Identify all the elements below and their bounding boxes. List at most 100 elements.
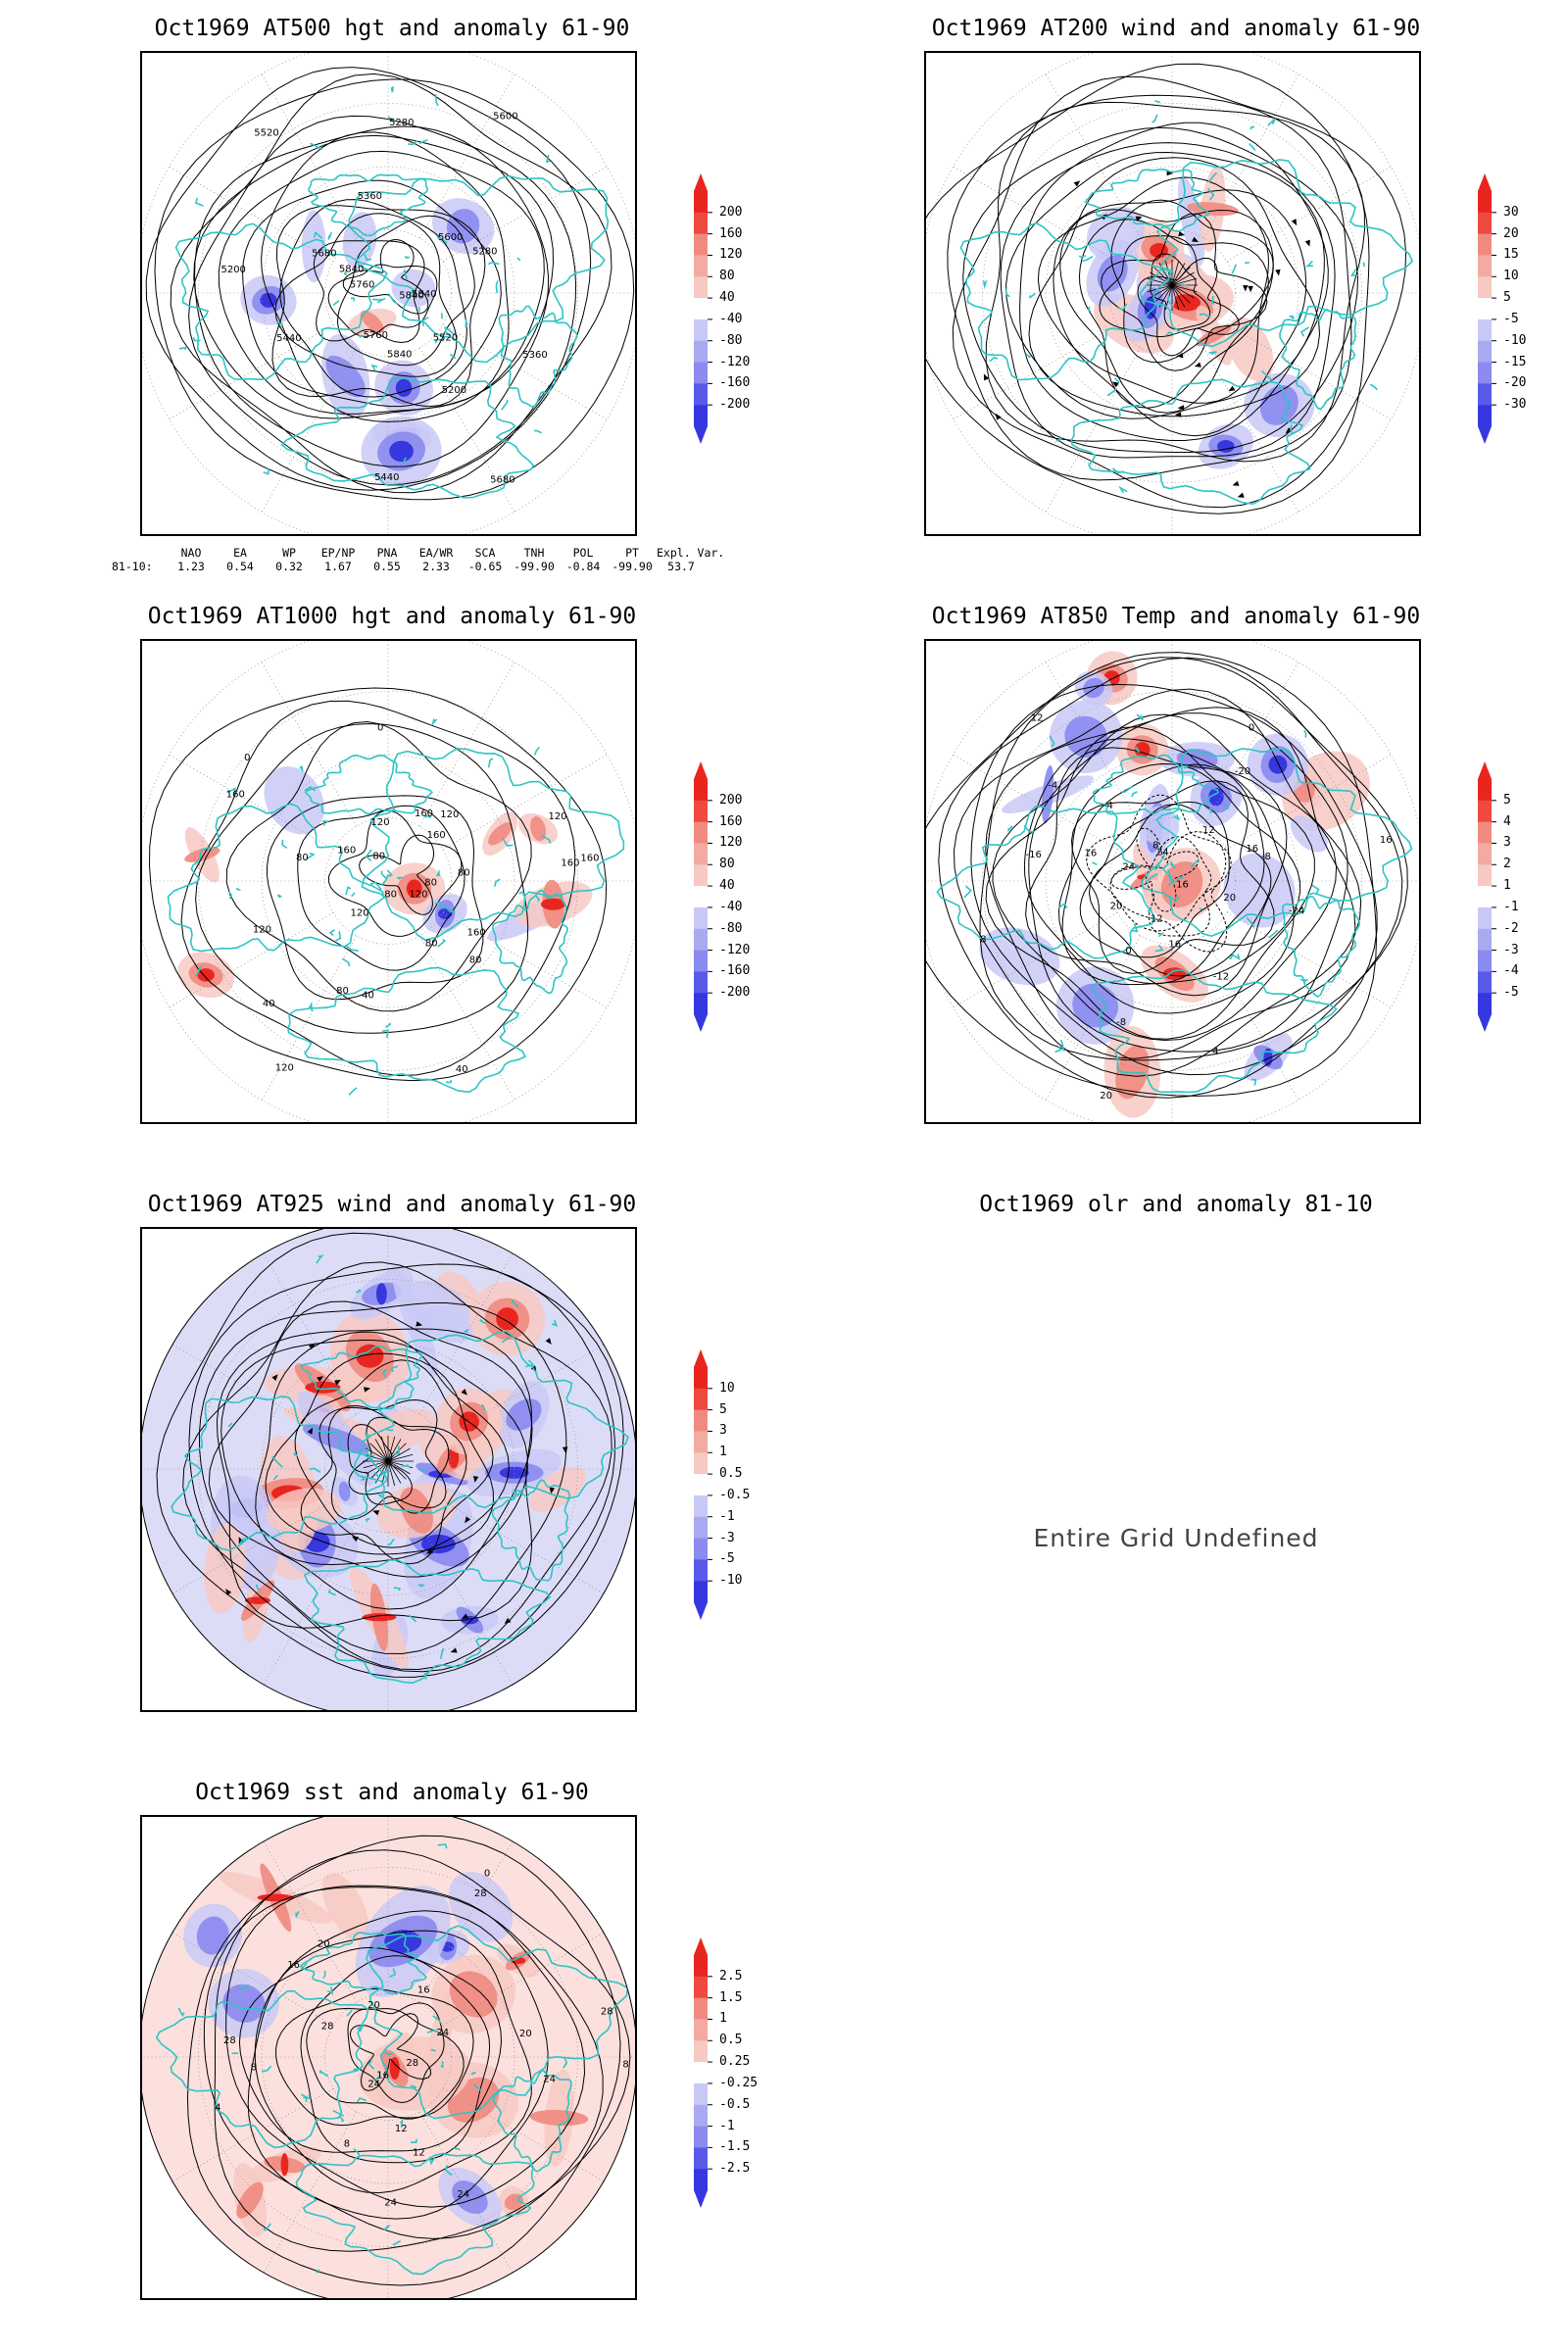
coastlines (959, 100, 1414, 506)
coastline (308, 173, 429, 237)
colorbar-swatch (1478, 318, 1492, 342)
streamline-arrow (1248, 285, 1253, 293)
contour-label: 16 (1085, 848, 1098, 858)
meridian (169, 754, 334, 851)
colorbar-label: 30 (1503, 204, 1519, 220)
contour-line (1057, 763, 1265, 985)
coastline-detail (982, 280, 988, 290)
coastline-detail (472, 2083, 482, 2091)
coastline-detail (1223, 803, 1230, 810)
meridian (169, 1342, 334, 1439)
colorbar-label: 200 (719, 792, 743, 808)
coastline-detail (445, 1079, 453, 1084)
colorbar-label: 2 (1503, 857, 1511, 872)
colorbar-swatch (694, 191, 708, 214)
coastline-detail (1114, 377, 1120, 383)
contour-label: 160 (427, 830, 446, 841)
coastline-detail (418, 1468, 425, 1473)
map-frame: 28 24 28 16 12 8 20 24 24 4 0 8 16 20 24 12 8 16 20 24 28 28 2… (140, 1815, 637, 2300)
contour-label: 28 (406, 2058, 418, 2069)
colorbar: 2.5 1.5 1 0.5 0.25 -0.25 -0.5 -1 -1.5 -2.5 (686, 1936, 813, 2210)
negative-anomaly-shade (1223, 853, 1296, 928)
coastline-detail (511, 1298, 519, 1309)
pole-streamline (366, 1447, 389, 1462)
colorbar-label: -200 (719, 985, 751, 1001)
contour-label: 20 (1100, 1091, 1112, 1102)
colorbar-swatch (694, 212, 708, 235)
contour-line (218, 150, 545, 415)
index-header: EA/WR (418, 546, 454, 560)
colorbar-top-arrow (1478, 761, 1492, 779)
coastline-detail (369, 881, 382, 891)
coastline-detail (350, 297, 356, 302)
coastline-detail (384, 2051, 394, 2056)
coastline (492, 2070, 572, 2173)
contour-label: -8 (1116, 1017, 1126, 1028)
contour-line (318, 1398, 447, 1521)
pole-streamline (387, 1460, 407, 1480)
meridian (1202, 935, 1299, 1101)
positive-anomaly-peak (496, 1307, 518, 1331)
streamline-arrow (1073, 180, 1081, 187)
index-header: EA (233, 546, 247, 560)
contour-label: 80 (372, 851, 385, 861)
coastline-detail (300, 1962, 310, 1972)
map-content (142, 1229, 635, 1710)
colorbar-swatch (694, 276, 708, 299)
coastline-detail (304, 785, 317, 792)
coastline (491, 889, 568, 995)
coastline-detail (400, 2118, 404, 2129)
contour-line (313, 240, 425, 344)
streamline-arrow (562, 1446, 568, 1453)
coastline-detail (1004, 288, 1010, 298)
meridian (418, 2111, 515, 2277)
negative-anomaly-peak (437, 907, 453, 919)
coastline-detail (1369, 383, 1378, 391)
meridian (1045, 935, 1142, 1101)
streamline-arrow (1177, 405, 1185, 411)
coastline-detail (364, 253, 372, 261)
negative-anomaly-peak (389, 440, 414, 463)
coastline-detail (293, 1452, 298, 1457)
coastline-detail (1260, 369, 1273, 381)
positive-anomaly-core (449, 1971, 498, 2018)
colorbar-bottom-arrow (694, 426, 708, 444)
positive-anomaly-peak (305, 1381, 341, 1394)
colorbar-label: -2 (1503, 920, 1519, 936)
coastline-detail (371, 298, 382, 302)
colorbar-swatch (1478, 298, 1492, 320)
polar-map-at200 (926, 53, 1419, 534)
coastline-detail (390, 86, 394, 93)
coastline-detail (1208, 807, 1213, 814)
coastline-detail (1028, 292, 1036, 299)
colorbar-label: -1 (719, 2118, 735, 2133)
contour-line (300, 1955, 491, 2164)
colorbar-swatch (694, 2040, 708, 2063)
pole-streamline (1171, 260, 1180, 286)
contour-label: 16 (376, 2070, 389, 2081)
coastline-detail (1087, 306, 1092, 313)
colorbar-graphic (694, 1937, 712, 2208)
coastline-detail (365, 849, 372, 861)
negative-anomaly-core (196, 1916, 229, 1955)
panel-title: Oct1969 AT500 hgt and anomaly 61-90 (154, 16, 630, 41)
meridian (1045, 347, 1142, 513)
contour-label: 120 (350, 908, 368, 919)
coastline-detail (1157, 932, 1165, 938)
colorbar-label: -120 (719, 354, 751, 369)
negative-anomaly-core (325, 355, 366, 398)
negative-anomaly-peak (395, 378, 413, 397)
contour-label: 80 (336, 986, 349, 997)
contour-line (1023, 738, 1295, 1014)
colorbar-label: -1 (1503, 899, 1519, 914)
index-value: 2.33 (422, 560, 450, 573)
contour-label: 5520 (254, 128, 278, 139)
contour-label: 5840 (412, 289, 436, 300)
streamline-arrow (472, 1476, 479, 1483)
index-value: -99.90 (612, 560, 653, 573)
streamline-arrow (1135, 216, 1143, 221)
coastline-detail (1165, 331, 1175, 336)
meridian (442, 1930, 608, 2027)
meridian (261, 935, 358, 1101)
contour-line (926, 652, 1378, 1097)
